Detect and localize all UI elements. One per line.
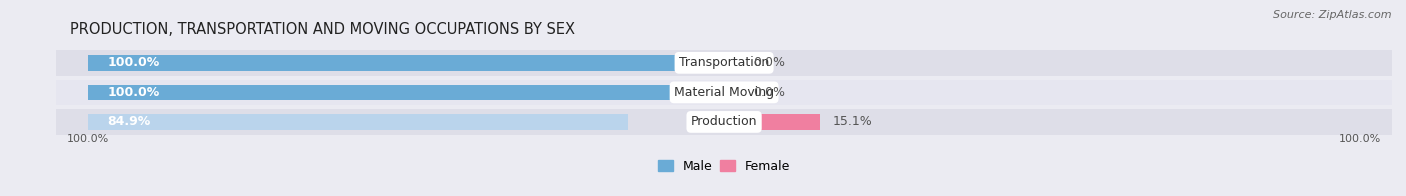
Text: 84.9%: 84.9% xyxy=(107,115,150,128)
Text: Transportation: Transportation xyxy=(679,56,769,69)
Bar xyxy=(89,55,724,71)
Bar xyxy=(89,114,628,130)
Text: Material Moving: Material Moving xyxy=(673,86,775,99)
Text: 0.0%: 0.0% xyxy=(752,86,785,99)
Bar xyxy=(724,55,740,71)
Bar xyxy=(56,109,1392,135)
Bar xyxy=(56,80,1392,105)
Text: 100.0%: 100.0% xyxy=(67,134,110,144)
Bar xyxy=(724,85,740,100)
Bar xyxy=(724,114,820,130)
Text: 100.0%: 100.0% xyxy=(1339,134,1381,144)
Legend: Male, Female: Male, Female xyxy=(652,155,796,178)
Text: 100.0%: 100.0% xyxy=(107,56,159,69)
Text: Source: ZipAtlas.com: Source: ZipAtlas.com xyxy=(1274,10,1392,20)
Bar xyxy=(56,50,1392,76)
Text: 100.0%: 100.0% xyxy=(107,86,159,99)
Text: PRODUCTION, TRANSPORTATION AND MOVING OCCUPATIONS BY SEX: PRODUCTION, TRANSPORTATION AND MOVING OC… xyxy=(70,22,575,37)
Text: Production: Production xyxy=(690,115,758,128)
Text: 0.0%: 0.0% xyxy=(752,56,785,69)
Text: 15.1%: 15.1% xyxy=(832,115,873,128)
Bar xyxy=(89,85,724,100)
